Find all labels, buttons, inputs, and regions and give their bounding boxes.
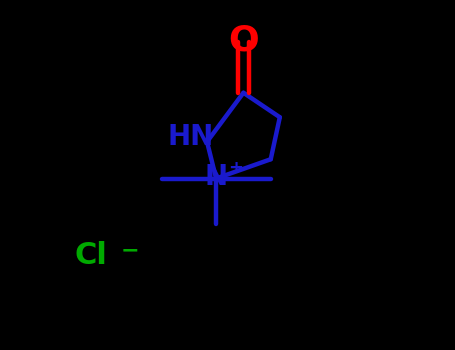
Text: +: + xyxy=(228,159,243,177)
Text: O: O xyxy=(228,23,259,57)
Text: −: − xyxy=(121,240,139,260)
Text: HN: HN xyxy=(167,123,213,151)
Text: Cl: Cl xyxy=(75,241,107,270)
Text: N: N xyxy=(205,163,228,191)
